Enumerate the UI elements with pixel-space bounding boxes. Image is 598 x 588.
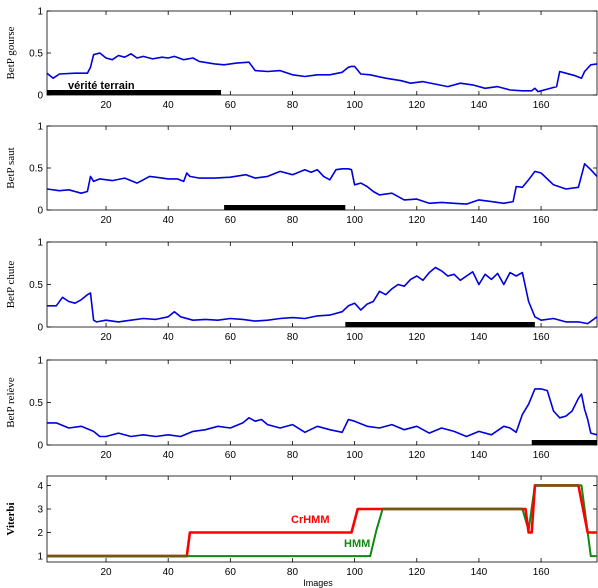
x-tick-label: 140 xyxy=(471,450,488,461)
x-tick-label: 40 xyxy=(163,567,175,578)
y-tick-label: 0 xyxy=(37,91,43,102)
axes-box xyxy=(46,241,598,328)
x-tick-label: 120 xyxy=(408,567,425,578)
y-tick-label: 0 xyxy=(37,206,43,217)
x-tick-label: 80 xyxy=(287,100,299,111)
x-tick-label: 80 xyxy=(287,332,299,343)
x-tick-label: 100 xyxy=(346,215,363,226)
x-tick-label: 60 xyxy=(225,332,237,343)
x-tick-label: 40 xyxy=(163,332,175,343)
x-tick-label: 100 xyxy=(346,567,363,578)
y-tick-label: 1 xyxy=(37,552,43,563)
belief-line xyxy=(47,388,598,438)
x-tick-label: 60 xyxy=(225,100,237,111)
y-tick-label: 4 xyxy=(37,481,43,492)
x-tick-label: 20 xyxy=(100,215,112,226)
x-tick-label: 20 xyxy=(100,332,112,343)
x-tick-label: 140 xyxy=(471,567,488,578)
y-tick-label: 0.5 xyxy=(29,280,43,291)
ground-truth-bar xyxy=(531,440,597,445)
panel-chute: BetP chute 20 40 60 80 100 120 140 160 0 0.5 1 xyxy=(5,238,598,343)
y-tick-label: 0.5 xyxy=(29,164,43,175)
x-tick-label: 20 xyxy=(100,450,112,461)
y-tick-label: 0 xyxy=(37,441,43,452)
x-tick-label: 40 xyxy=(163,450,175,461)
ground-truth-bar xyxy=(224,205,346,210)
x-tick-label: 60 xyxy=(225,450,237,461)
x-tick-label: 120 xyxy=(408,450,425,461)
y-tick-label: 0.5 xyxy=(29,398,43,409)
ground-truth-bar xyxy=(345,322,535,327)
x-tick-label: 100 xyxy=(346,332,363,343)
ground-truth-bar xyxy=(47,90,222,95)
x-tick-label: 20 xyxy=(100,100,112,111)
x-tick-label: 160 xyxy=(533,100,550,111)
x-tick-label: 100 xyxy=(346,450,363,461)
ylabel-gourse: BetP gourse xyxy=(5,26,17,79)
x-tick-label: 120 xyxy=(408,215,425,226)
legend-hmm: HMM xyxy=(344,538,370,550)
belief-line xyxy=(47,266,598,325)
panel-gourse: BetP gourse 20 40 60 80 100 120 140 160 0 0.5 1 vér… xyxy=(5,7,598,111)
x-tick-label: 60 xyxy=(225,215,237,226)
ylabel-chute: BetP chute xyxy=(5,261,17,309)
y-tick-label: 2 xyxy=(37,528,43,539)
y-tick-label: 3 xyxy=(37,504,43,515)
y-tick-label: 1 xyxy=(37,122,43,133)
y-tick-label: 1 xyxy=(37,356,43,367)
ylabel-viterbi: Viterbi xyxy=(5,502,17,535)
y-tick-label: 1 xyxy=(37,238,43,249)
x-tick-label: 60 xyxy=(225,567,237,578)
x-tick-label: 140 xyxy=(471,332,488,343)
x-tick-label: 40 xyxy=(163,100,175,111)
x-tick-label: 80 xyxy=(287,567,299,578)
panel-viterbi: Viterbi Images 20 40 60 80 100 120 140 160 1 2 3 4 C… xyxy=(5,475,598,588)
x-tick-label: 160 xyxy=(533,567,550,578)
x-tick-label: 160 xyxy=(533,450,550,461)
x-tick-label: 80 xyxy=(287,215,299,226)
belief-line xyxy=(46,163,598,205)
x-tick-label: 20 xyxy=(100,567,112,578)
y-tick-label: 0 xyxy=(37,323,43,334)
ylabel-releve: BetP relève xyxy=(5,377,17,428)
xlabel-images: Images xyxy=(303,578,333,588)
x-tick-label: 120 xyxy=(408,332,425,343)
axes-box xyxy=(46,359,598,446)
x-tick-label: 140 xyxy=(471,215,488,226)
panel-saut: BetP saut 20 40 60 80 100 120 140 160 0 0.5 1 xyxy=(5,122,598,226)
legend-crhmm: CrHMM xyxy=(291,514,330,526)
x-tick-label: 160 xyxy=(533,215,550,226)
x-tick-label: 100 xyxy=(346,100,363,111)
panel-releve: BetP relève 20 40 60 80 100 120 140 160 0 0.5 1 xyxy=(5,356,598,461)
belief-line xyxy=(46,52,598,93)
x-tick-label: 120 xyxy=(408,100,425,111)
y-tick-label: 1 xyxy=(37,7,43,18)
crhmm-line xyxy=(47,484,597,558)
x-tick-label: 140 xyxy=(471,100,488,111)
annotation-verite-terrain: vérité terrain xyxy=(68,80,135,92)
x-tick-label: 160 xyxy=(533,332,550,343)
x-tick-label: 80 xyxy=(287,450,299,461)
x-tick-label: 40 xyxy=(163,215,175,226)
ylabel-saut: BetP saut xyxy=(5,147,17,188)
y-tick-label: 0.5 xyxy=(29,49,43,60)
axes-box xyxy=(46,475,598,563)
